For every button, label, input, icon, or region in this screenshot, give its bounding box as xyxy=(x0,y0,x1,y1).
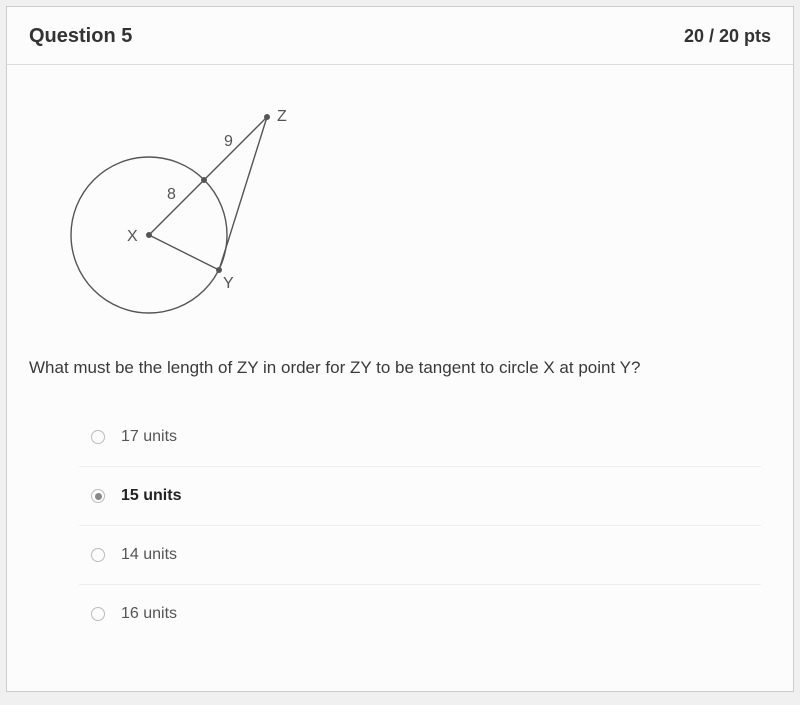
question-prompt: What must be the length of ZY in order f… xyxy=(29,358,771,378)
svg-text:Z: Z xyxy=(277,108,287,125)
svg-text:8: 8 xyxy=(167,186,176,203)
svg-text:Y: Y xyxy=(223,275,234,292)
question-title: Question 5 xyxy=(29,25,132,48)
option-label: 14 units xyxy=(121,546,177,564)
option-label: 17 units xyxy=(121,428,177,446)
geometry-diagram: X Z Y 8 9 xyxy=(39,95,771,330)
question-header: Question 5 20 / 20 pts xyxy=(7,7,793,65)
radio-icon xyxy=(91,548,105,562)
option-label: 15 units xyxy=(121,487,181,505)
question-body: X Z Y 8 9 What must be the length of ZY in o… xyxy=(7,65,793,653)
radio-icon xyxy=(91,489,105,503)
radio-icon xyxy=(91,607,105,621)
svg-text:X: X xyxy=(127,228,138,245)
answer-option[interactable]: 14 units xyxy=(79,525,761,584)
diagram-svg: X Z Y 8 9 xyxy=(39,95,299,325)
option-label: 16 units xyxy=(121,605,177,623)
answer-options: 17 units 15 units 14 units 16 units xyxy=(79,408,761,643)
radio-icon xyxy=(91,430,105,444)
svg-text:9: 9 xyxy=(224,133,233,150)
answer-option[interactable]: 17 units xyxy=(79,408,761,466)
answer-option[interactable]: 15 units xyxy=(79,466,761,525)
question-card: Question 5 20 / 20 pts X Z Y 8 9 What must b… xyxy=(6,6,794,692)
question-points: 20 / 20 pts xyxy=(684,26,771,47)
answer-option[interactable]: 16 units xyxy=(79,584,761,643)
